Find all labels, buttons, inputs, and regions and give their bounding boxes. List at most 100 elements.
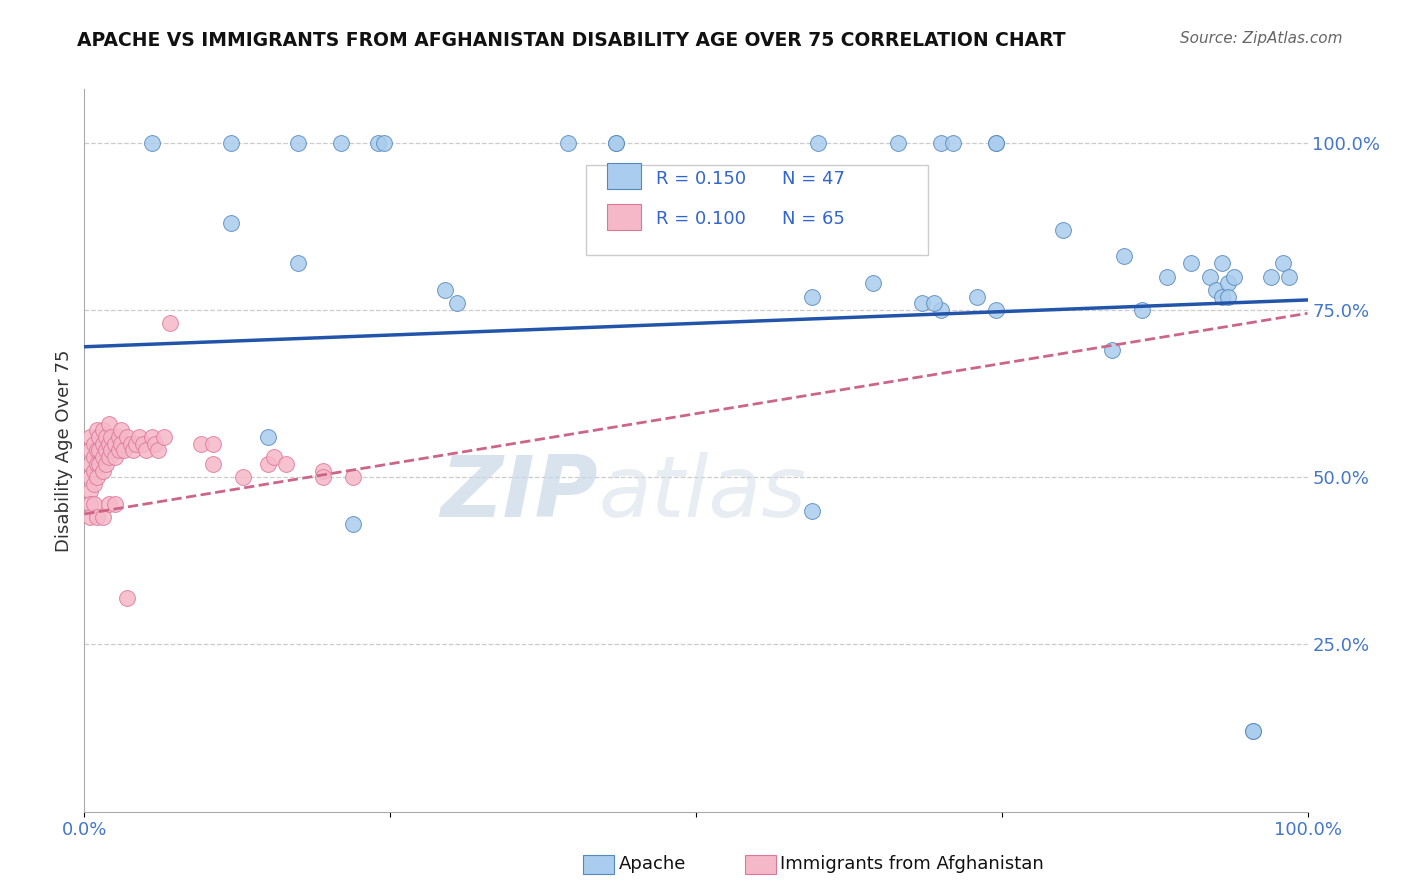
- FancyBboxPatch shape: [606, 162, 641, 189]
- Point: [97, 497, 120, 511]
- Point: [807, 136, 830, 150]
- Point: [79, 510, 101, 524]
- Point: [1198, 269, 1220, 284]
- Point: [104, 450, 127, 465]
- Text: R = 0.100: R = 0.100: [655, 211, 745, 228]
- Point: [83, 450, 105, 465]
- Point: [83, 476, 105, 491]
- Point: [446, 296, 468, 310]
- Point: [929, 303, 952, 318]
- Point: [1101, 343, 1123, 358]
- Point: [91, 450, 114, 465]
- Point: [312, 470, 335, 484]
- Point: [801, 289, 824, 303]
- Point: [1216, 289, 1239, 303]
- Point: [104, 497, 127, 511]
- Point: [984, 136, 1007, 150]
- Point: [141, 136, 163, 150]
- Point: [107, 443, 129, 458]
- Point: [159, 317, 181, 331]
- Point: [257, 430, 280, 444]
- Point: [107, 430, 129, 444]
- Point: [1211, 289, 1233, 303]
- Point: [984, 136, 1007, 150]
- Point: [97, 450, 120, 465]
- Point: [373, 136, 395, 150]
- Point: [330, 136, 353, 150]
- Text: R = 0.150: R = 0.150: [655, 169, 745, 188]
- Point: [86, 457, 108, 471]
- Point: [153, 430, 176, 444]
- Point: [1241, 724, 1264, 739]
- Text: N = 65: N = 65: [782, 211, 845, 228]
- Point: [1180, 256, 1202, 270]
- Text: Apache: Apache: [619, 855, 686, 873]
- Point: [97, 417, 120, 431]
- Point: [79, 443, 101, 458]
- Point: [141, 430, 163, 444]
- Point: [201, 436, 224, 450]
- Point: [1205, 283, 1227, 297]
- Point: [605, 136, 627, 150]
- Point: [146, 443, 169, 458]
- Point: [120, 436, 142, 450]
- Point: [86, 510, 108, 524]
- Text: APACHE VS IMMIGRANTS FROM AFGHANISTAN DISABILITY AGE OVER 75 CORRELATION CHART: APACHE VS IMMIGRANTS FROM AFGHANISTAN DI…: [77, 31, 1066, 50]
- Point: [924, 296, 946, 310]
- Point: [115, 591, 138, 605]
- Point: [219, 136, 242, 150]
- Point: [135, 443, 157, 458]
- Point: [862, 277, 884, 291]
- Point: [79, 457, 101, 471]
- Point: [83, 464, 105, 478]
- Point: [966, 289, 988, 303]
- Point: [434, 283, 457, 297]
- Point: [1216, 277, 1239, 291]
- Point: [104, 436, 127, 450]
- Point: [91, 464, 114, 478]
- Point: [312, 464, 335, 478]
- Point: [276, 457, 298, 471]
- Y-axis label: Disability Age Over 75: Disability Age Over 75: [55, 349, 73, 552]
- FancyBboxPatch shape: [606, 203, 641, 230]
- Point: [801, 503, 824, 517]
- Text: ZIP: ZIP: [440, 452, 598, 535]
- Point: [219, 216, 242, 230]
- Point: [190, 436, 212, 450]
- Point: [79, 483, 101, 498]
- Point: [263, 450, 285, 465]
- Point: [96, 457, 118, 471]
- Point: [232, 470, 254, 484]
- Point: [110, 436, 132, 450]
- Point: [79, 430, 101, 444]
- Point: [122, 443, 145, 458]
- Point: [100, 430, 122, 444]
- Point: [97, 436, 120, 450]
- Point: [128, 430, 150, 444]
- Text: atlas: atlas: [598, 452, 806, 535]
- Point: [87, 430, 110, 444]
- Point: [86, 470, 108, 484]
- Point: [342, 470, 364, 484]
- Point: [1278, 269, 1301, 284]
- Point: [83, 497, 105, 511]
- Point: [110, 424, 132, 438]
- Point: [605, 136, 627, 150]
- Point: [911, 296, 934, 310]
- Point: [942, 136, 965, 150]
- FancyBboxPatch shape: [586, 165, 928, 255]
- Point: [79, 497, 101, 511]
- Point: [83, 436, 105, 450]
- Text: Source: ZipAtlas.com: Source: ZipAtlas.com: [1180, 31, 1343, 46]
- Point: [1114, 250, 1136, 264]
- Point: [1211, 256, 1233, 270]
- Point: [201, 457, 224, 471]
- Point: [79, 470, 101, 484]
- Point: [287, 256, 309, 270]
- Point: [115, 430, 138, 444]
- Point: [86, 424, 108, 438]
- Point: [96, 430, 118, 444]
- Point: [1260, 269, 1282, 284]
- Point: [86, 443, 108, 458]
- Point: [342, 517, 364, 532]
